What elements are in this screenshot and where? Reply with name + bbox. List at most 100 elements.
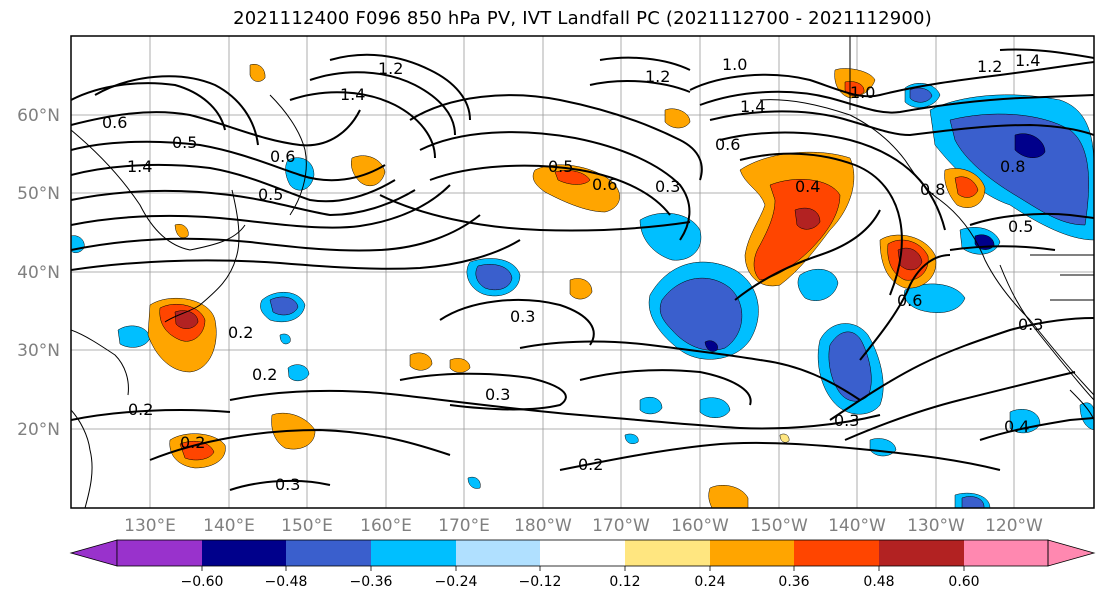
colorbar-tick-label: 0.24 [694,574,725,590]
negative-region [659,277,743,351]
positive-region [449,358,471,373]
contour-label: 0.5 [548,157,573,176]
negative-region [639,397,663,415]
map-border [70,35,1095,509]
positive-region [897,247,923,271]
contour-label: 0.3 [275,475,300,494]
colorbar-extend-high [1047,539,1096,567]
colorbar-tick-label: 0.60 [948,574,979,590]
lon-label: 140°E [203,516,255,536]
negative-region [704,340,718,352]
colorbar-segment [456,540,540,566]
contour-label: 0.2 [180,433,205,452]
contour-label: 1.2 [645,67,670,86]
lon-label: 120°W [985,516,1043,536]
shaded-anomalies [71,64,1094,508]
longitude-labels: 130°E 140°E 150°E 160°E 170°E 180°W 170°… [124,516,1043,536]
colorbar-tick-label: −0.60 [181,574,224,590]
colorbar-tick-label: −0.12 [519,574,562,590]
lat-label-60n: 60°N [17,106,60,126]
contour-label: 1.2 [977,57,1002,76]
lon-label: 140°W [828,516,886,536]
negative-region [269,296,299,316]
contour-label: 0.3 [1018,315,1043,334]
contour-label: 1.0 [850,83,875,102]
contour-label: 0.6 [270,147,295,166]
negative-region [1014,133,1046,158]
positive-region [954,176,979,198]
pv-contours [71,48,1094,491]
colorbar-segment [371,540,456,566]
colorbar-border [116,539,1049,567]
negative-region [624,433,639,444]
contour-label: 0.2 [252,365,277,384]
contour-label: 0.8 [1000,157,1025,176]
negative-region [475,264,513,291]
contour-label: 0.2 [128,400,153,419]
contour-label: 1.4 [127,157,152,176]
colorbar-tick-label: −0.36 [350,574,393,590]
negative-region [639,213,702,261]
contour-label: 0.8 [920,180,945,199]
contour-label: 0.3 [834,411,859,430]
lon-label: 170°E [438,516,490,536]
negative-region [909,87,933,103]
negative-region [467,476,481,489]
contour-label: 1.0 [722,55,747,74]
colorbar-segment [879,540,964,566]
colorbar-segment [540,540,625,566]
colorbar-segment [117,540,202,566]
colorbar-tick-label: −0.24 [435,574,478,590]
colorbar-tick-label: 0.48 [863,574,894,590]
contour-label: 0.2 [228,323,253,342]
negative-region [797,268,839,301]
lon-label: 130°W [907,516,965,536]
colorbar-tick-label: 0.36 [778,574,809,590]
negative-region [1079,402,1094,431]
positive-region [554,170,591,185]
contour-label: 0.6 [102,113,127,132]
colorbar-segment [202,540,286,566]
colorbar-tick-label: −0.48 [265,574,308,590]
contour-label: 1.2 [378,59,403,78]
positive-region [249,64,266,82]
colorbar-tick-label: 0.12 [609,574,640,590]
positive-region [174,224,189,239]
contour-label: 0.6 [897,291,922,310]
lon-label: 150°W [750,516,808,536]
positive-region [779,433,790,443]
colorbar-segment [794,540,879,566]
contour-label: 0.3 [510,307,535,326]
positive-region [174,310,199,329]
lon-label: 160°W [671,516,729,536]
positive-region [351,155,386,187]
lat-label-30n: 30°N [17,341,60,361]
contour-label: 0.4 [795,177,820,196]
colorbar-extend-low [69,539,118,567]
positive-region [664,108,691,129]
negative-region [699,397,731,418]
contour-labels: 0.6 0.5 1.4 1.2 1.4 0.6 0.5 1.2 1.0 1.4 … [102,51,1043,494]
contour-label: 0.2 [578,455,603,474]
positive-region [569,278,593,300]
lon-label: 170°W [592,516,650,536]
map-title: 2021112400 F096 850 hPa PV, IVT Landfall… [233,8,932,29]
negative-region [279,333,291,345]
contour-label: 0.5 [258,185,283,204]
positive-region [409,352,433,371]
lat-label-20n: 20°N [17,420,60,440]
lat-label-50n: 50°N [17,184,60,204]
contour-label: 0.5 [1008,217,1033,236]
contour-label: 0.6 [715,135,740,154]
contour-label: 1.4 [340,85,365,104]
contour-label: 0.5 [172,133,197,152]
positive-region [708,485,749,508]
lon-label: 150°E [281,516,333,536]
contour-label: 0.4 [1004,417,1029,436]
negative-region [949,113,1089,226]
negative-region [287,364,310,382]
colorbar-segment [964,540,1048,566]
contour-label: 1.4 [740,97,765,116]
lon-label: 130°E [124,516,176,536]
